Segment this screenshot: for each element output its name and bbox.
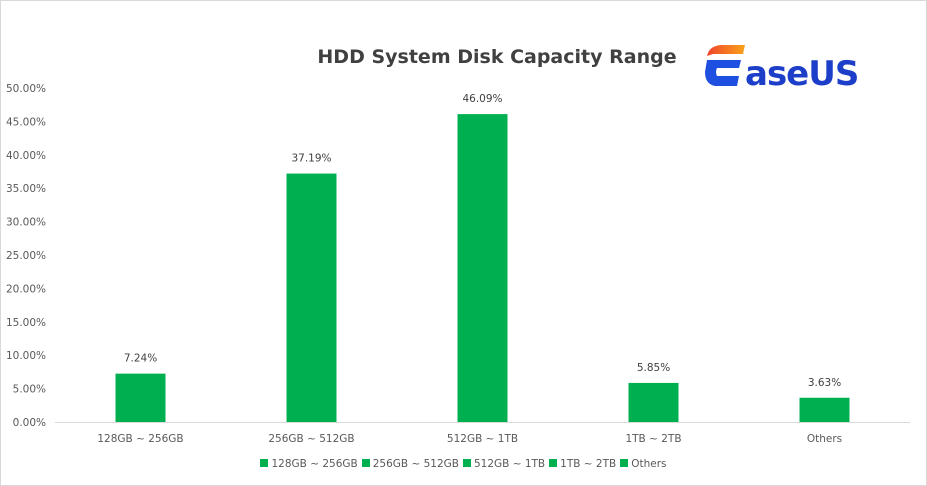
y-tick-label: 20.00% <box>6 283 46 295</box>
data-label: 3.63% <box>808 377 841 389</box>
legend-label: 256GB ~ 512GB <box>372 458 459 470</box>
svg-text:aseUS: aseUS <box>745 54 858 92</box>
legend-item: 128GB ~ 256GB <box>260 458 358 470</box>
data-label: 46.09% <box>462 93 502 105</box>
chart-title: HDD System Disk Capacity Range <box>317 46 677 68</box>
bar <box>286 173 337 422</box>
bar <box>457 114 508 422</box>
y-tick-label: 0.00% <box>13 417 46 429</box>
x-tick-label: 256GB ~ 512GB <box>268 433 354 445</box>
legend-swatch <box>260 459 269 467</box>
legend-swatch <box>462 459 471 467</box>
legend-label: 512GB ~ 1TB <box>473 458 546 470</box>
x-tick-label: 512GB ~ 1TB <box>447 433 518 445</box>
y-tick-label: 40.00% <box>6 150 46 162</box>
easeus-logo: aseUS <box>703 42 873 96</box>
x-tick-label: Others <box>807 433 842 445</box>
y-tick-label: 50.00% <box>6 83 46 95</box>
legend: 128GB ~ 256GB 256GB ~ 512GB 512GB ~ 1TB 1TB… <box>0 458 927 470</box>
bar <box>628 382 679 422</box>
y-tick-label: 35.00% <box>6 183 46 195</box>
y-tick-label: 10.00% <box>6 350 46 362</box>
data-label: 7.24% <box>124 353 157 365</box>
y-tick-label: 5.00% <box>13 384 46 396</box>
y-tick-label: 15.00% <box>6 317 46 329</box>
legend-swatch <box>620 459 629 467</box>
legend-swatch <box>361 459 370 467</box>
x-tick-label: 1TB ~ 2TB <box>625 433 681 445</box>
y-tick-label: 45.00% <box>6 116 46 128</box>
legend-item: 256GB ~ 512GB <box>361 458 459 470</box>
legend-label: 128GB ~ 256GB <box>271 458 358 470</box>
legend-label: Others <box>631 458 667 470</box>
data-label: 5.85% <box>637 362 670 374</box>
y-tick-label: 30.00% <box>6 217 46 229</box>
bar <box>799 397 850 422</box>
legend-item: Others <box>620 458 667 470</box>
legend-swatch <box>549 459 558 467</box>
bar <box>115 373 166 422</box>
y-tick-label: 25.00% <box>6 250 46 262</box>
data-label: 37.19% <box>291 153 331 165</box>
legend-item: 512GB ~ 1TB <box>462 458 546 470</box>
legend-item: 1TB ~ 2TB <box>549 458 616 470</box>
x-tick-label: 128GB ~ 256GB <box>97 433 183 445</box>
legend-label: 1TB ~ 2TB <box>560 458 617 470</box>
